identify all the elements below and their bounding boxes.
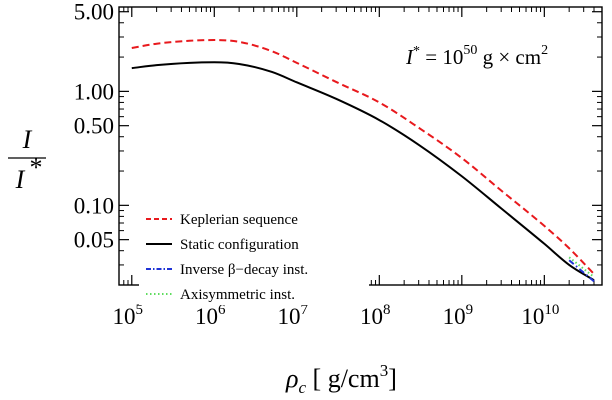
legend-label-keplerian: Keplerian sequence (180, 212, 298, 228)
y-axis-label: I I * (8, 125, 46, 194)
y-tick-label: 0.10 (74, 193, 114, 218)
series-inverse-decay-inst-line (568, 259, 595, 283)
series-keplerian-sequence-line (131, 39, 595, 275)
annotation-text: I* = 1050 g × cm2 (405, 43, 548, 69)
x-tick-label: 105 (113, 302, 144, 329)
x-tick-label: 109 (443, 302, 474, 329)
axis-tick-labels: 105 106 107 108 109 1010 5.00 1.00 0.50 0.10 0.05 (74, 0, 560, 329)
legend: Keplerian sequence Static configuration … (139, 205, 369, 305)
series-axisymmetric-inst-line (568, 256, 595, 278)
series-static-configuration-line (131, 61, 595, 282)
y-tick-label: 5.00 (74, 0, 114, 25)
y-label-denominator: I (15, 165, 26, 194)
x-tick-label: 108 (360, 302, 391, 329)
axis-ticks (118, 7, 603, 286)
x-axis-label: ρc [ g/cm3] (285, 361, 397, 397)
x-tick-label: 106 (195, 302, 226, 329)
y-label-numerator: I (22, 125, 33, 154)
legend-label-inverse-beta: Inverse β−decay inst. (180, 262, 308, 278)
y-label-denominator-sup: * (30, 153, 43, 182)
y-tick-label: 0.05 (74, 228, 114, 253)
y-tick-label: 0.50 (74, 114, 114, 139)
legend-label-axisymmetric: Axisymmetric inst. (180, 287, 295, 303)
legend-label-static: Static configuration (180, 237, 299, 253)
series-lines (131, 39, 595, 283)
x-tick-label: 107 (278, 302, 309, 329)
x-tick-label: 1010 (521, 302, 559, 329)
legend-box (139, 205, 369, 305)
y-tick-label: 1.00 (74, 79, 114, 104)
